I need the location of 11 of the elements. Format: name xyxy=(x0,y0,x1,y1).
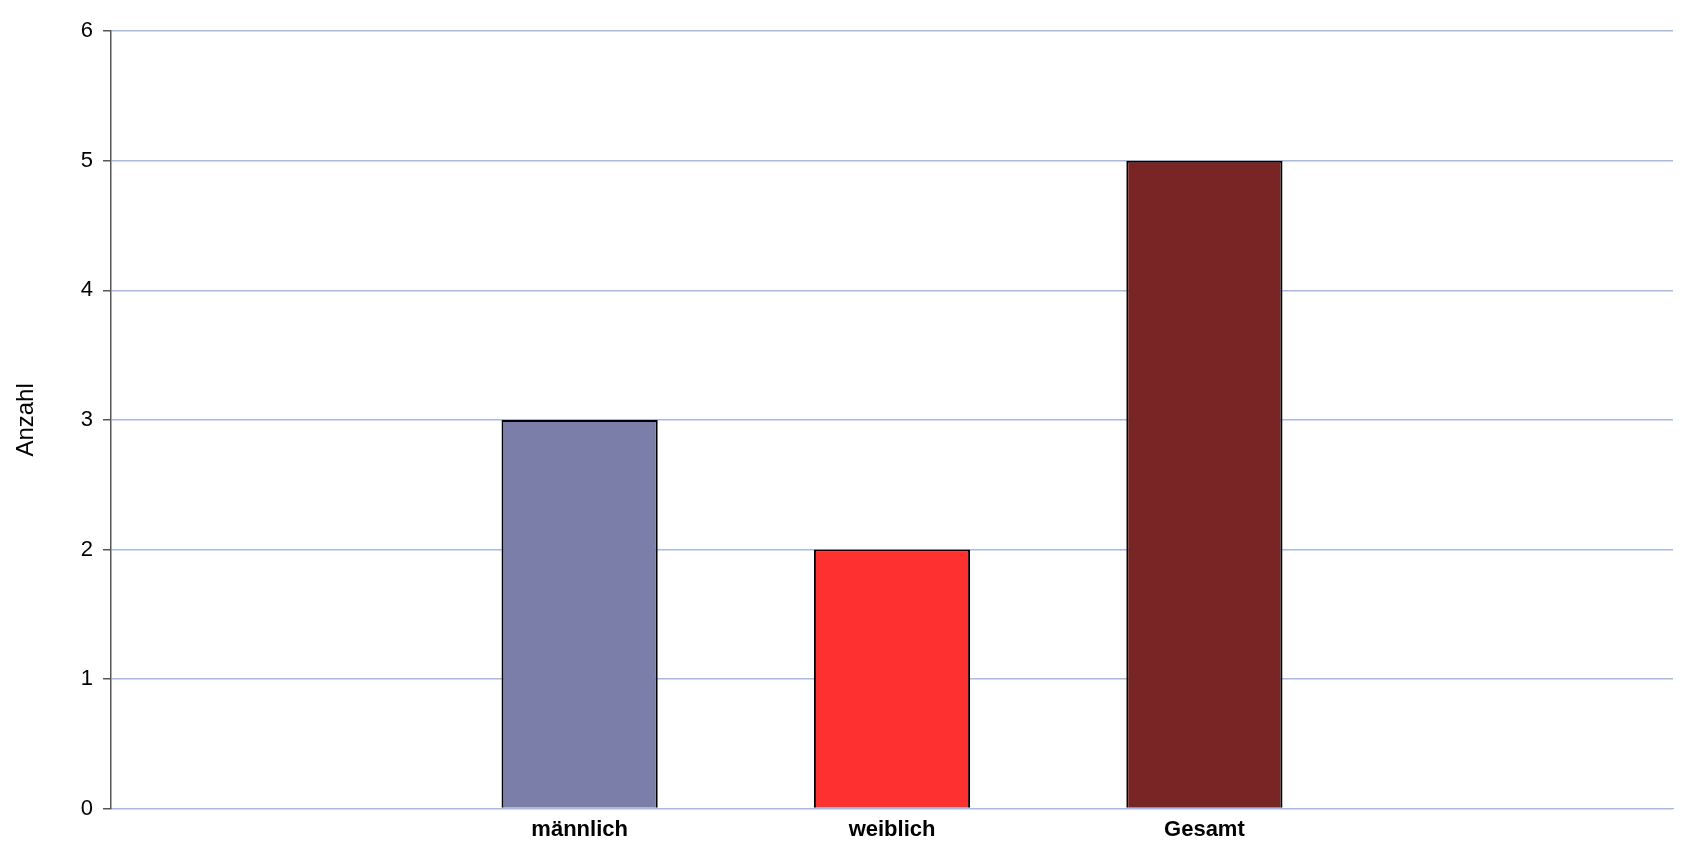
y-tick-label: 4 xyxy=(80,276,94,302)
x-tick-label: weiblich xyxy=(847,815,936,841)
x-tick-label: männlich xyxy=(531,815,628,841)
x-tick-label: Gesamt xyxy=(1164,815,1246,841)
y-tick-label: 5 xyxy=(80,146,94,172)
y-axis-title: Anzahl xyxy=(11,383,39,457)
y-tick-label: 0 xyxy=(80,794,94,820)
y-tick-label: 1 xyxy=(80,665,94,691)
y-tick-label: 3 xyxy=(80,405,94,431)
y-tick-label: 2 xyxy=(80,535,94,561)
y-tick-label: 6 xyxy=(80,17,94,43)
